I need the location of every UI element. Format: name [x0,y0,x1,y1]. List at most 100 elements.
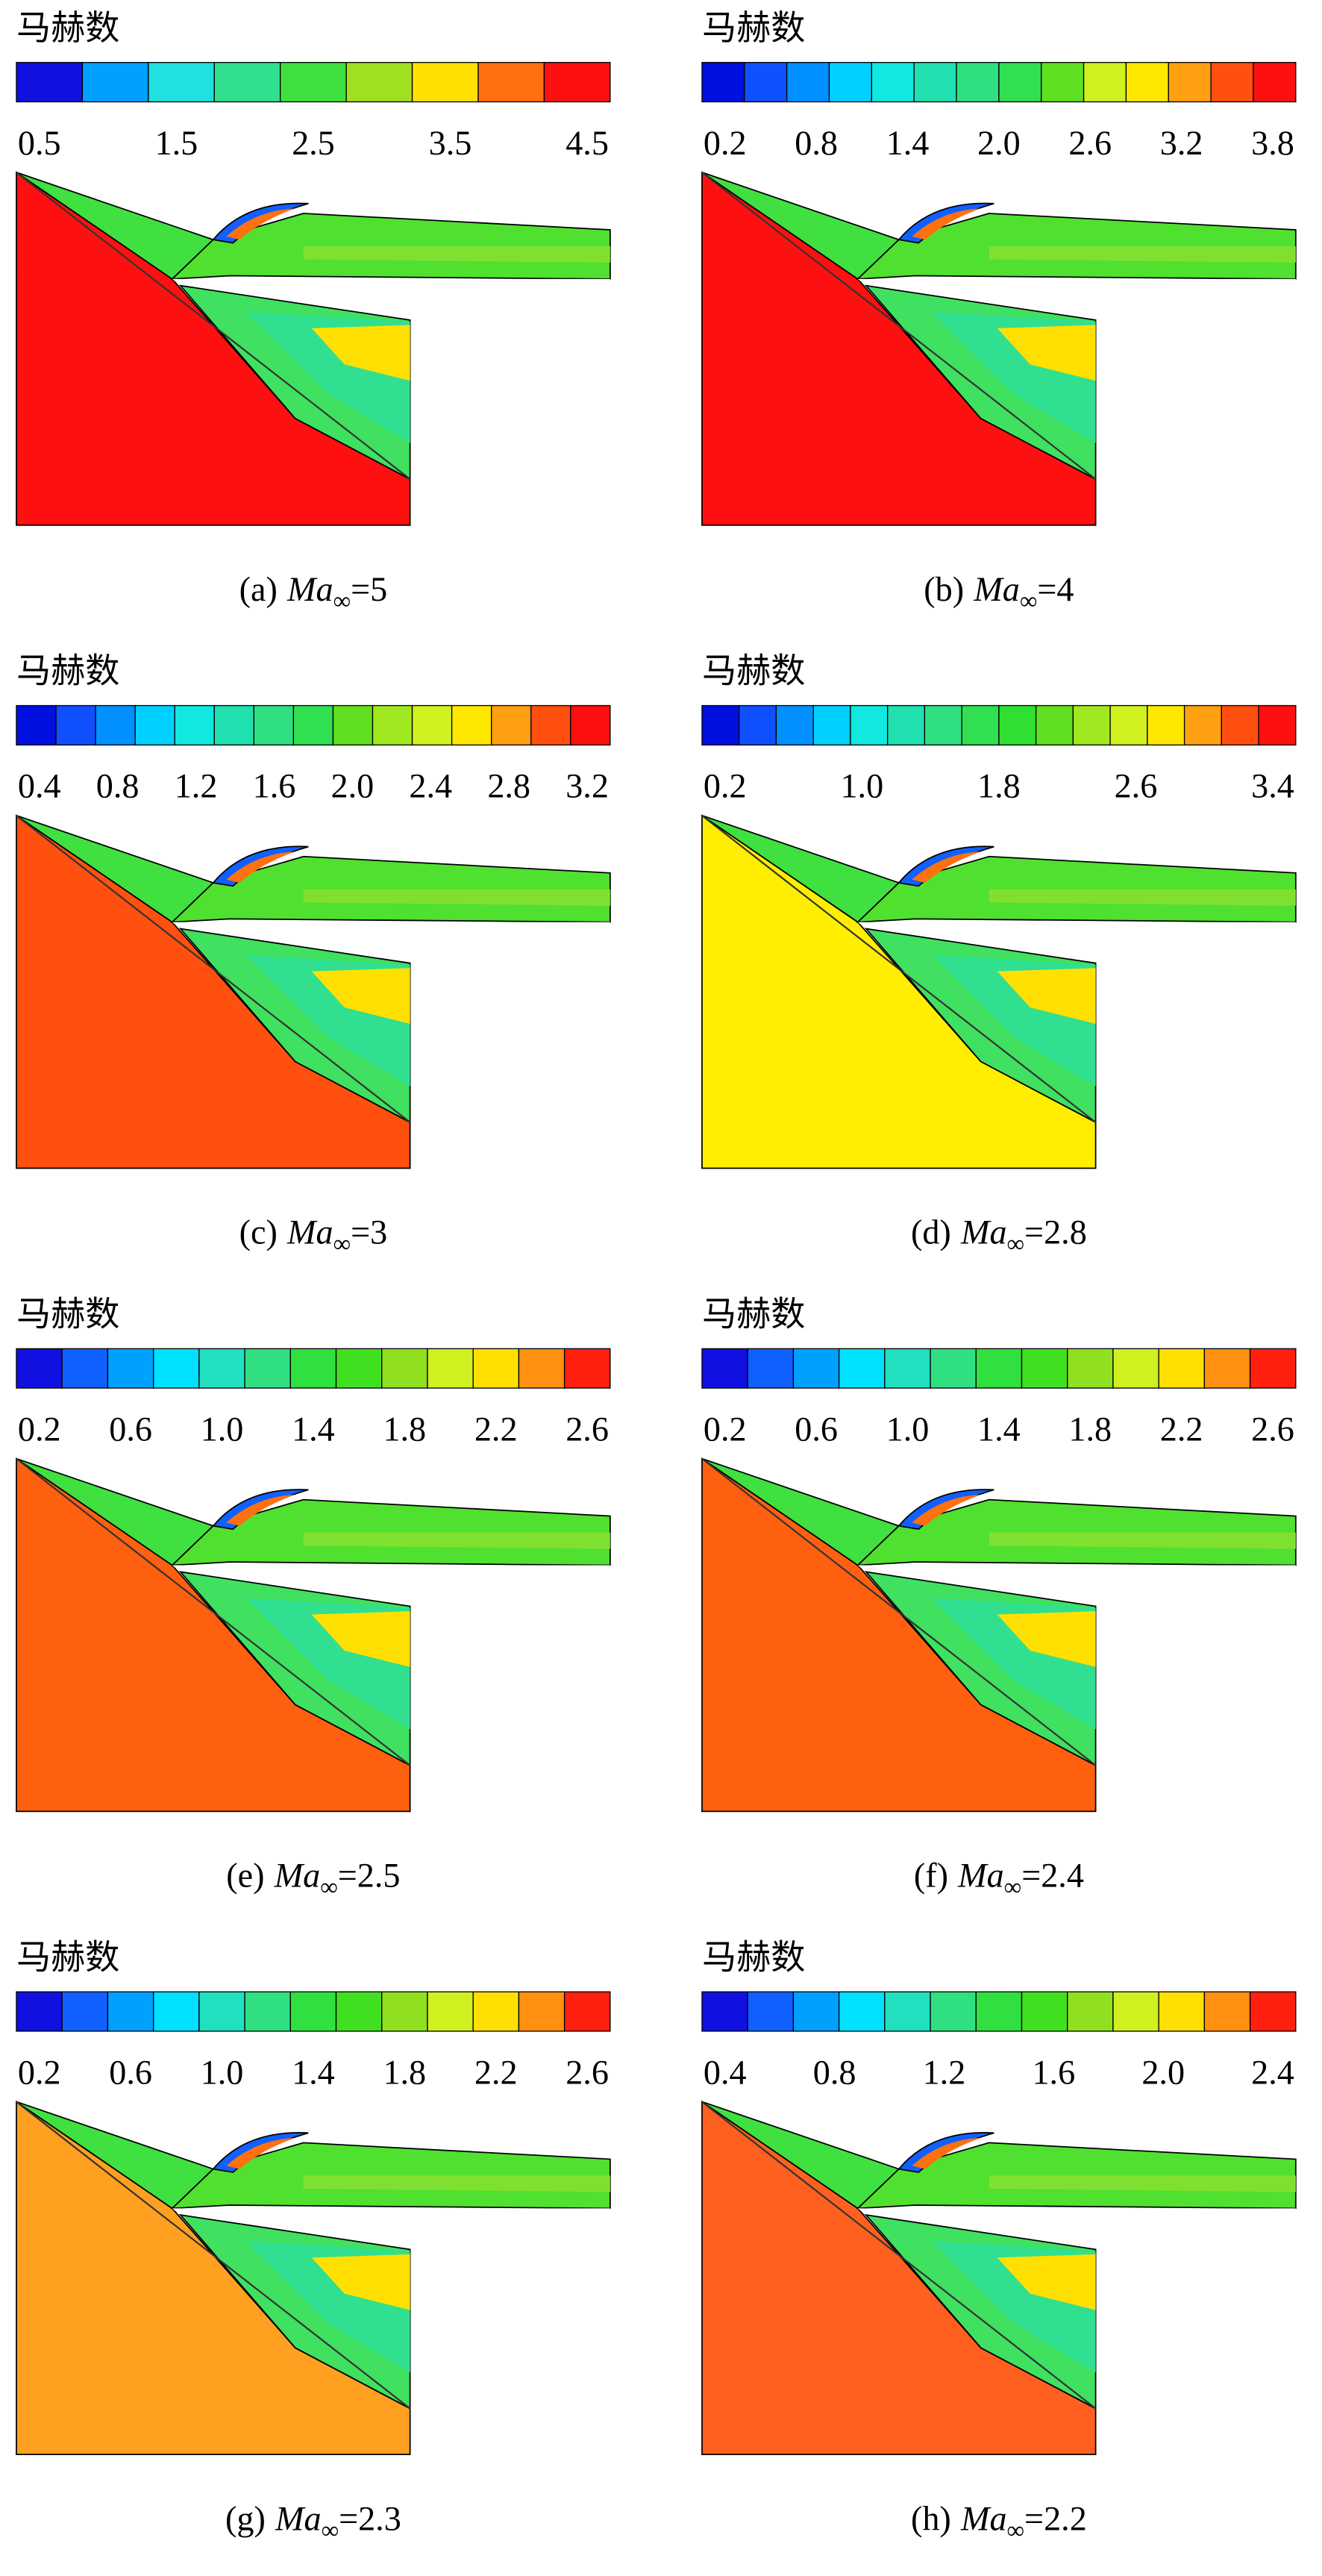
colorbar-band [1249,1991,1297,2032]
colorbar-tick-label: 0.4 [704,2053,747,2091]
caption-label: (f) [914,1856,948,1894]
colorbar-tick-label: 1.5 [154,124,198,162]
colorbar-tick-label: 1.2 [175,767,218,805]
colorbar-band [427,1348,474,1389]
colorbar-band [884,1991,931,2032]
colorbar-title: 马赫数 [702,9,805,47]
caption-label: (d) [911,1213,951,1251]
colorbar-band [95,704,136,745]
caption-symbol: Ma [960,2499,1007,2537]
colorbar-band [16,1991,63,2032]
colorbar-tick-label: 2.2 [474,2053,518,2091]
colorbar-tick-label: 2.6 [1251,1410,1294,1448]
colorbar-band [1035,704,1074,745]
colorbar-band [930,1991,977,2032]
yellow-core [997,1611,1096,1667]
yellow-core [311,325,410,381]
shock-line [701,172,1097,481]
caption: (c) Ma∞=3 [239,1213,388,1258]
panel: 马赫数 0.4 0.8 1.2 1.6 2.0 2.4 (h) Ma∞=2.2 [701,1938,1297,2544]
gap [857,2208,1296,2250]
channel-band [303,2175,610,2192]
colorbar-band [975,1348,1023,1389]
colorbar-band [1109,704,1148,745]
colorbar-band [152,1348,200,1389]
colorbar-band [747,1348,795,1389]
colorbar-tick-label: 2.2 [474,1410,518,1448]
yellow-core [997,968,1096,1025]
colorbar-tick-label: 0.2 [704,767,747,805]
colorbar-tick-label: 1.4 [886,124,930,162]
colorbar-band [1125,62,1169,103]
colorbar-band [198,1348,245,1389]
colorbar-band [956,62,1000,103]
colorbar-band [884,1348,931,1389]
colorbar-band [174,704,215,745]
colorbar-band [701,62,745,103]
colorbar-title: 马赫数 [702,652,805,690]
colorbar-band [148,62,215,103]
colorbar-band [1112,1348,1159,1389]
caption-subscript: ∞ [1020,588,1038,615]
shock-line [16,172,411,481]
caption: (g) Ma∞=2.3 [225,2499,401,2544]
shock-line [701,1457,1097,1766]
caption-value: =2.5 [338,1856,401,1894]
colorbar-title: 马赫数 [702,1938,805,1976]
colorbar-band [472,1348,520,1389]
cowl-lip-inner [912,208,981,240]
colorbar-title: 马赫数 [16,9,119,47]
colorbar-tick-label: 1.0 [886,1410,930,1448]
colorbar-tick-label: 1.4 [292,2053,335,2091]
caption-symbol: Ma [286,570,333,608]
channel-band [989,889,1296,906]
colorbar-band [998,62,1042,103]
shock-line [16,2101,411,2410]
colorbar-tick-label: 0.2 [18,1410,61,1448]
colorbar-band [345,62,413,103]
colorbar-band [280,62,347,103]
colorbar-band [1021,1348,1068,1389]
colorbar-tick-label: 0.5 [18,124,61,162]
colorbar-tick-label: 3.2 [566,767,609,805]
colorbar-tick-label: 0.4 [18,767,61,805]
colorbar-tick-label: 1.0 [840,767,883,805]
colorbar-tick-label: 2.0 [331,767,375,805]
colorbar-band [701,704,740,745]
colorbar-title: 马赫数 [16,1938,119,1976]
colorbar-band [244,1348,291,1389]
colorbar-band [1147,704,1185,745]
colorbar-tick-label: 0.6 [109,1410,152,1448]
colorbar-tick-label: 2.6 [566,1410,609,1448]
caption: (a) Ma∞=5 [239,570,388,615]
colorbar-tick-label: 2.4 [1251,2053,1294,2091]
colorbar-band [775,704,814,745]
channel-band [989,1532,1296,1549]
colorbar-tick-label: 3.4 [1251,767,1294,805]
caption: (e) Ma∞=2.5 [226,1856,400,1901]
colorbar-band [786,62,830,103]
colorbar-band [1158,1348,1206,1389]
caption-symbol: Ma [275,2499,322,2537]
channel-band [989,246,1296,263]
caption-label: (b) [924,570,964,608]
panel: 马赫数 0.2 1.0 1.8 2.6 3.4 (d) Ma∞=2.8 [701,652,1297,1258]
cowl-lip-inner [226,208,295,240]
caption-symbol: Ma [973,570,1020,608]
gap [857,922,1296,963]
colorbar-tick-label: 0.8 [795,124,838,162]
colorbar-band [739,704,777,745]
colorbar-band [411,704,453,745]
colorbar-band [1183,704,1223,745]
cowl-lip-inner [912,1495,981,1526]
caption: (d) Ma∞=2.8 [911,1213,1087,1258]
colorbar-band [16,62,84,103]
colorbar-band [1067,1991,1114,2032]
colorbar-band [887,704,926,745]
caption-value: =3 [351,1213,387,1251]
colorbar-band [372,704,413,745]
colorbar-band [930,1348,977,1389]
gap [172,278,610,320]
caption-subscript: ∞ [1007,1231,1025,1258]
